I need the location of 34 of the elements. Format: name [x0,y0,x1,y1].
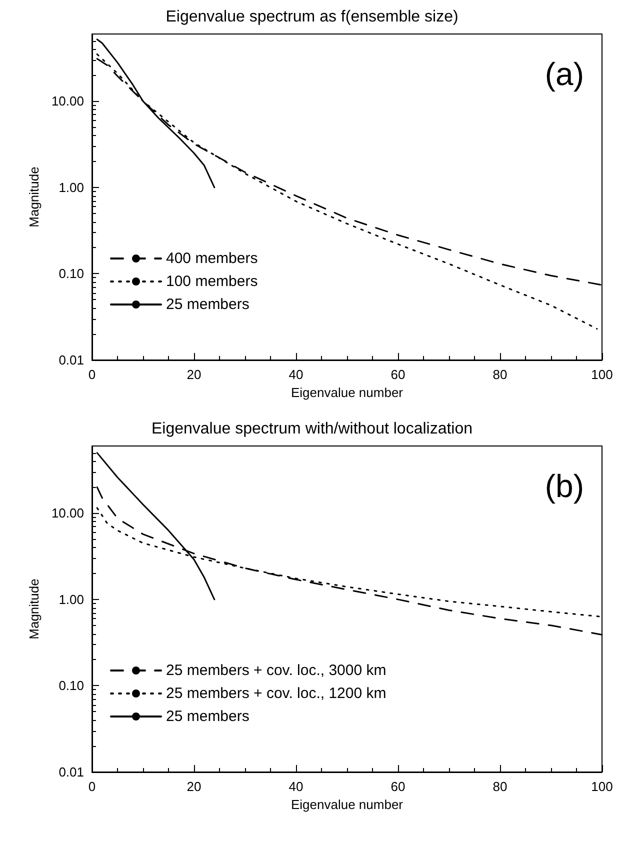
legend-label: 25 members [166,296,250,313]
x-tick-label: 100 [591,779,613,794]
legend-label: 25 members + cov. loc., 1200 km [166,685,386,702]
x-axis-title: Eigenvalue number [290,796,404,812]
legend-label: 100 members [166,273,258,290]
y-tick-label: 0.10 [58,678,84,694]
x-tick-label: 40 [288,367,304,382]
legend-label: 25 members [166,708,250,725]
legend-label: 400 members [166,250,258,267]
annotation: (a) [544,56,584,92]
y-tick-label: 10.00 [51,506,84,521]
x-tick-label: 0 [88,779,96,794]
x-tick-label: 40 [288,779,304,794]
x-tick-label: 0 [88,367,96,382]
y-tick-label: 1.00 [58,180,84,195]
y-tick-label: 0.01 [58,764,84,780]
annotation: (b) [544,468,584,504]
y-tick-label: 1.00 [58,592,84,607]
x-tick-label: 60 [390,779,406,794]
y-axis-title: Magnitude [26,166,42,228]
x-tick-label: 60 [390,367,406,382]
x-tick-label: 20 [186,367,202,382]
y-tick-label: 10.00 [51,94,84,109]
x-tick-label: 20 [186,779,202,794]
x-axis-title: Eigenvalue number [290,384,404,400]
x-tick-label: 80 [492,779,508,794]
legend-label: 25 members + cov. loc., 3000 km [166,662,386,679]
chart-title: Eigenvalue spectrum with/without localization [151,420,473,438]
y-axis-title: Magnitude [26,578,42,640]
y-tick-label: 0.10 [58,266,84,282]
x-tick-label: 80 [492,367,508,382]
y-tick-label: 0.01 [58,352,84,368]
chart-title: Eigenvalue spectrum as f(ensemble size) [166,8,458,26]
x-tick-label: 100 [591,367,613,382]
